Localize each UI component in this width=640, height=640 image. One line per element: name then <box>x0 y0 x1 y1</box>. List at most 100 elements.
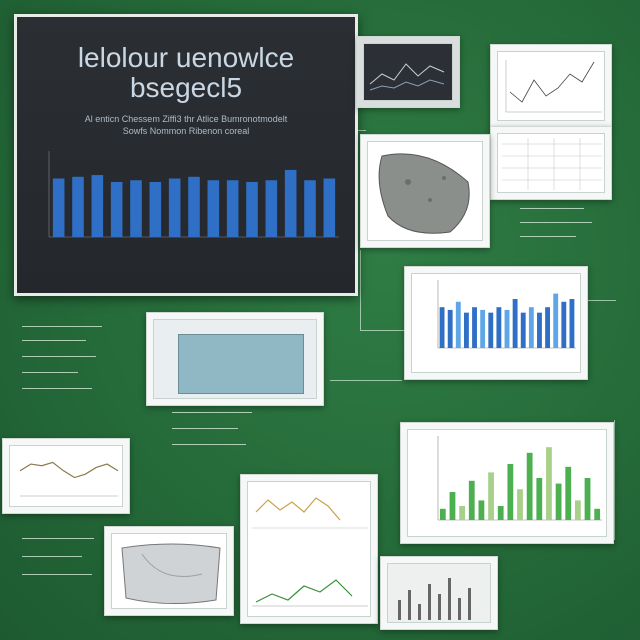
annotation-line <box>22 372 78 373</box>
bar <box>472 307 477 348</box>
annotation-line <box>172 412 252 413</box>
annotation-line <box>22 326 102 327</box>
bar <box>546 447 552 520</box>
bar <box>459 506 466 520</box>
bar <box>478 500 485 520</box>
annotation-line <box>520 208 584 209</box>
gray-bar-chart-card <box>380 556 498 630</box>
bar <box>91 175 104 237</box>
line-chart-card <box>490 44 612 128</box>
bar <box>496 307 502 348</box>
gray-bar-chart <box>398 578 471 620</box>
bar <box>497 506 504 520</box>
monitor-line-chart <box>369 63 445 91</box>
main-title-line1: lelolour uenowlce <box>77 42 295 73</box>
blue-bar-chart <box>437 280 576 349</box>
green-bar-chart <box>437 436 602 521</box>
series-line <box>19 461 119 479</box>
small-line-chart-card <box>2 438 130 514</box>
bar <box>594 508 601 520</box>
bar <box>468 480 475 520</box>
main-subtitle-line2: Sowfs Nommon Ribenon coreal <box>122 126 250 136</box>
bar <box>449 492 456 520</box>
monitor-card <box>356 36 460 108</box>
bar <box>569 299 575 348</box>
bar <box>265 180 278 237</box>
bar <box>574 500 581 520</box>
bar <box>504 309 510 348</box>
bar <box>561 301 567 348</box>
bar <box>149 181 162 237</box>
fabric-image <box>121 543 221 605</box>
wave-chart <box>252 497 368 607</box>
microscopy-image <box>178 334 304 394</box>
annotation-line <box>22 538 94 539</box>
annotation-line <box>520 222 592 223</box>
connector-line <box>586 300 616 301</box>
annotation-line <box>22 340 86 341</box>
connector-line <box>360 330 404 331</box>
bar <box>488 472 494 520</box>
bar <box>304 180 316 237</box>
stacked-charts-card <box>240 474 378 624</box>
main-subtitle-line1: Al enticn Chessem Ziffi3 thr Atlice Bumr… <box>84 114 288 124</box>
bar <box>584 478 591 520</box>
main-bar-chart <box>48 151 339 238</box>
bar <box>507 464 514 520</box>
bar <box>439 307 445 348</box>
bar <box>72 176 84 237</box>
grid-table <box>502 138 602 190</box>
bar <box>537 312 542 348</box>
annotation-line <box>22 356 96 357</box>
bar <box>52 178 65 237</box>
bar <box>246 181 258 237</box>
bar <box>110 181 123 237</box>
bar <box>168 178 181 237</box>
specimen-image-card <box>360 134 490 248</box>
annotation-line <box>22 574 92 575</box>
bar <box>555 483 562 520</box>
green-bar-chart-card <box>400 422 614 544</box>
bar-chart-card <box>404 266 588 380</box>
bar <box>463 312 469 348</box>
bar <box>528 307 534 348</box>
fabric-image-card <box>104 526 234 616</box>
bar <box>480 309 486 348</box>
table-card <box>490 126 612 200</box>
annotation-line <box>172 444 246 445</box>
connector-line <box>614 420 615 540</box>
bar <box>188 176 200 237</box>
connector-line <box>330 380 402 381</box>
bar <box>565 466 572 520</box>
connector-line <box>352 130 366 131</box>
bar <box>284 169 297 237</box>
main-title-line2: bsegecl5 <box>129 72 243 103</box>
bar <box>207 180 220 237</box>
bar <box>488 312 494 348</box>
bar <box>545 307 551 348</box>
main-title: lelolour uenowlce bsegecl5 <box>17 43 355 103</box>
bar <box>455 301 461 348</box>
bar <box>447 309 453 348</box>
main-subtitle: Al enticn Chessem Ziffi3 thr Atlice Bumr… <box>47 113 325 137</box>
specimen-image <box>378 153 470 234</box>
annotation-line <box>520 236 576 237</box>
bar <box>517 489 523 520</box>
annotation-line <box>172 428 238 429</box>
curve-line-chart <box>19 461 119 497</box>
bar <box>520 312 526 348</box>
bar <box>130 180 142 237</box>
annotation-line <box>22 388 92 389</box>
main-chart-board: lelolour uenowlce bsegecl5 Al enticn Che… <box>14 14 358 296</box>
bar <box>536 478 543 520</box>
bar <box>526 452 533 520</box>
sparse-line-chart <box>505 60 602 113</box>
bar <box>323 178 336 237</box>
annotation-line <box>22 556 82 557</box>
microscopy-card <box>146 312 324 406</box>
bar <box>553 293 559 348</box>
connector-line <box>360 250 361 330</box>
bar <box>512 299 518 348</box>
bar <box>439 508 446 520</box>
bar <box>226 180 239 237</box>
